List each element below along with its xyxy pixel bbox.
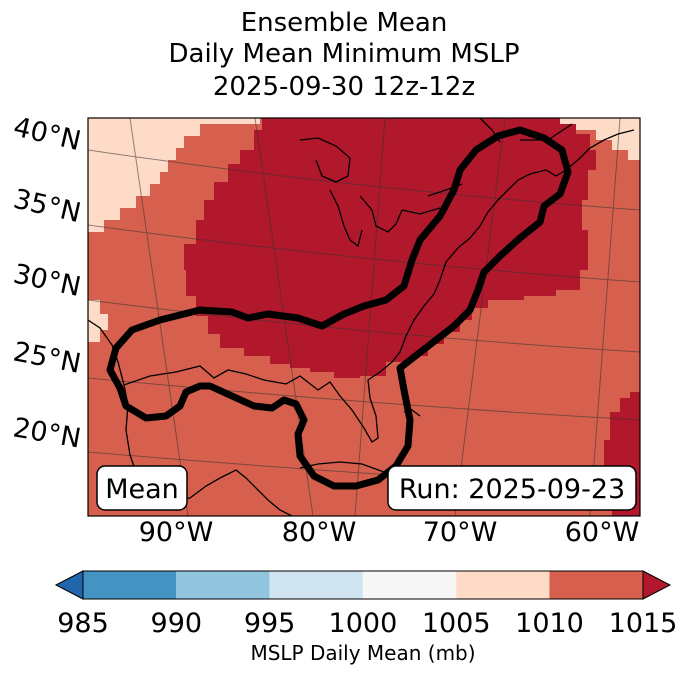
- colorbar-band-985-990: [83, 571, 177, 599]
- colorbar-tick-985: 985: [57, 608, 109, 639]
- latitude-labels: 40°N 35°N 30°N 25°N 20°N: [10, 112, 83, 455]
- colorbar-tick-995: 995: [244, 608, 296, 639]
- colorbar-under-arrow: [54, 570, 84, 600]
- colorbar-band-995-1000: [269, 571, 363, 599]
- colorbar-band-1000-1005: [362, 571, 457, 599]
- mslp-field-above-1015: [184, 118, 596, 378]
- lat-label-40n: 40°N: [10, 112, 83, 158]
- mslp-field-1005-1010-northeast: [560, 118, 640, 160]
- lon-label-70w: 70°W: [423, 517, 498, 548]
- colorbar-band-1005-1010: [456, 571, 550, 599]
- mean-annotation-text: Mean: [105, 474, 179, 505]
- run-annotation-text: Run: 2025-09-23: [399, 474, 625, 505]
- mslp-field-1005-1010-west: [88, 300, 108, 342]
- colorbar-over-arrow: [642, 570, 672, 600]
- map-panel: Mean Run: 2025-09-23: [88, 118, 640, 516]
- mean-annotation: Mean: [96, 465, 188, 511]
- title-line-2: Daily Mean Minimum MSLP: [168, 39, 520, 69]
- colorbar-tick-990: 990: [151, 608, 203, 639]
- mslp-contour-1010: [106, 126, 572, 490]
- title-line-3: 2025-09-30 12z-12z: [212, 72, 476, 102]
- colorbar-tick-1015: 1015: [609, 608, 678, 639]
- title-line-1: Ensemble Mean: [240, 8, 448, 38]
- lon-label-90w: 90°W: [139, 517, 214, 548]
- lat-label-30n: 30°N: [11, 259, 84, 303]
- lon-label-60w: 60°W: [565, 517, 640, 548]
- colorbar-tick-1010: 1010: [515, 608, 584, 639]
- mslp-field-1005-1010-northwest: [88, 118, 260, 232]
- colorbar-tick-1005: 1005: [422, 608, 491, 639]
- colorbar: 985 990 995 1000 1005 1010 1015 MSLP Dai…: [54, 570, 678, 665]
- colorbar-label: MSLP Daily Mean (mb): [250, 641, 475, 665]
- colorbar-band-1010-1015: [549, 571, 643, 599]
- lon-label-80w: 80°W: [282, 517, 357, 548]
- lat-label-35n: 35°N: [10, 184, 83, 230]
- lat-label-25n: 25°N: [11, 336, 84, 379]
- lat-label-20n: 20°N: [11, 412, 83, 454]
- map-frame: [87, 117, 641, 517]
- longitude-labels: 90°W 80°W 70°W 60°W: [139, 517, 640, 548]
- colorbar-tick-1000: 1000: [329, 608, 398, 639]
- colorbar-band-990-995: [176, 571, 270, 599]
- colorbar-frame: [82, 570, 644, 600]
- run-annotation: Run: 2025-09-23: [387, 465, 637, 511]
